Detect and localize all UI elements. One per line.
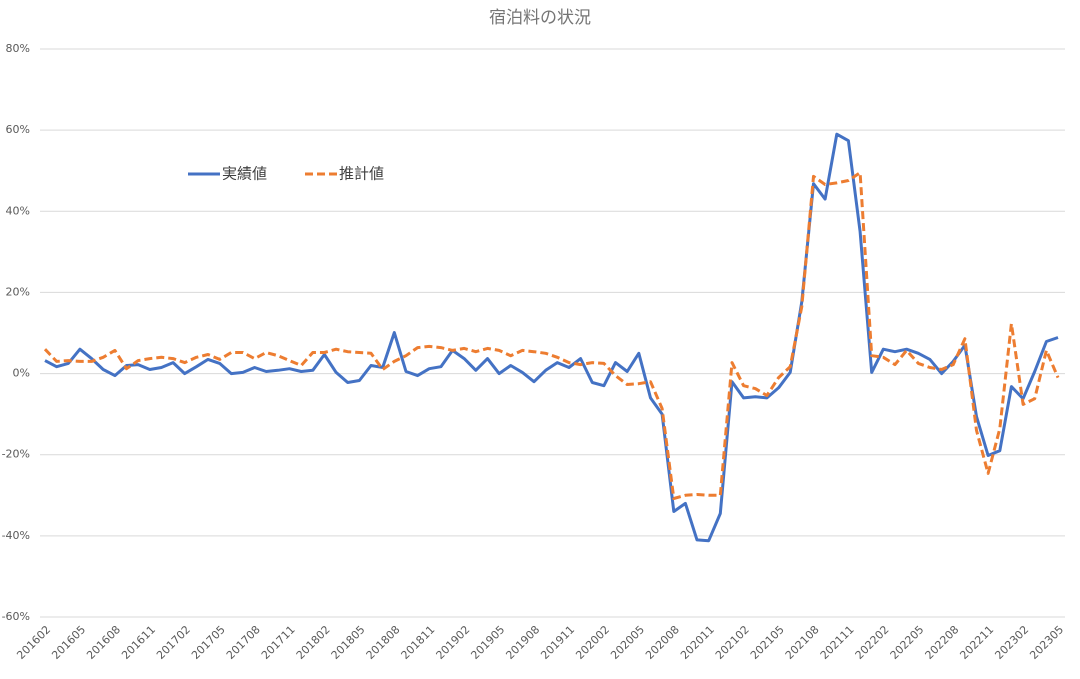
series-line xyxy=(43,171,1060,500)
x-tick-label: 202102 xyxy=(713,623,752,662)
y-tick-label: 80% xyxy=(6,42,30,55)
y-tick-label: -20% xyxy=(2,448,30,461)
x-tick-label: 201811 xyxy=(399,623,438,662)
x-tick-label: 202202 xyxy=(853,623,892,662)
x-tick-label: 202111 xyxy=(818,623,857,662)
legend-label: 実績値 xyxy=(222,165,267,183)
x-tick-label: 202005 xyxy=(608,623,647,662)
x-tick-label: 202108 xyxy=(783,623,822,662)
x-tick-label: 201608 xyxy=(84,623,123,662)
x-tick-label: 202305 xyxy=(1027,623,1066,662)
x-tick-label: 201802 xyxy=(294,623,333,662)
x-tick-label: 202002 xyxy=(573,623,612,662)
x-tick-label: 202211 xyxy=(957,623,996,662)
y-tick-label: 60% xyxy=(6,123,30,136)
x-tick-label: 201805 xyxy=(329,623,368,662)
y-tick-label: 0% xyxy=(13,367,30,380)
x-tick-label: 201808 xyxy=(364,623,403,662)
x-tick-label: 201702 xyxy=(154,623,193,662)
x-tick-label: 202208 xyxy=(923,623,962,662)
x-tick-label: 201605 xyxy=(49,623,88,662)
x-tick-label: 201708 xyxy=(224,623,263,662)
y-tick-label: 20% xyxy=(6,285,30,298)
x-tick-label: 202011 xyxy=(678,623,717,662)
x-tick-label: 201602 xyxy=(14,623,53,662)
x-tick-label: 202105 xyxy=(748,623,787,662)
x-tick-label: 201611 xyxy=(119,623,158,662)
chart-title: 宿泊料の状況 xyxy=(489,8,591,28)
x-tick-label: 201905 xyxy=(468,623,507,662)
y-tick-label: 40% xyxy=(6,204,30,217)
y-tick-label: -60% xyxy=(2,610,30,623)
x-tick-label: 201711 xyxy=(259,623,298,662)
x-tick-label: 201911 xyxy=(538,623,577,662)
x-tick-label: 202205 xyxy=(888,623,927,662)
legend-item: 推計値 xyxy=(305,165,384,183)
x-tick-label: 201705 xyxy=(189,623,228,662)
legend-label: 推計値 xyxy=(339,165,384,183)
y-tick-label: -40% xyxy=(2,529,30,542)
x-tick-label: 202302 xyxy=(992,623,1031,662)
series-line xyxy=(44,132,1059,543)
x-tick-label: 201902 xyxy=(434,623,473,662)
x-tick-label: 201908 xyxy=(503,623,542,662)
x-tick-label: 202008 xyxy=(643,623,682,662)
legend-item: 実績値 xyxy=(188,165,267,183)
